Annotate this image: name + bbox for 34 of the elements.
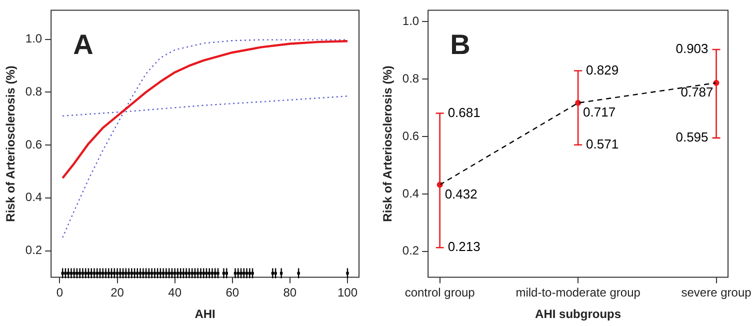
- text: A: [73, 29, 94, 60]
- x-tick-label: mild-to-moderate group: [516, 286, 641, 300]
- data-label: 0.717: [583, 104, 616, 120]
- y-tick-label: 0.4: [402, 186, 420, 200]
- x-tick-label: control group: [404, 286, 476, 300]
- y-tick-label: 0.4: [25, 190, 42, 204]
- annotation: 0.595: [676, 130, 708, 145]
- annotation: 0.213: [448, 239, 480, 254]
- annotation: 0.681: [448, 104, 480, 120]
- x-tick-label: 80: [283, 286, 297, 300]
- data-label: 0.432: [444, 186, 478, 202]
- x-axis-title: AHI: [194, 307, 216, 322]
- x-tick-label: severe group: [681, 286, 752, 300]
- text: B: [450, 29, 470, 60]
- y-tick-label: 1.0: [402, 14, 420, 28]
- y-axis-title: Risk of Arteriosclerosis (%): [380, 66, 395, 222]
- y-tick-label: 1.0: [25, 32, 42, 46]
- x-axis-title: AHI subgroups: [535, 307, 622, 322]
- x-tick-label: 60: [226, 286, 240, 300]
- data-label: 0.787: [680, 84, 714, 100]
- y-tick-label: 0.6: [25, 137, 42, 152]
- y-tick-label: 0.8: [25, 84, 42, 98]
- y-tick-label: 0.2: [25, 243, 42, 258]
- x-tick-label: 0: [56, 286, 64, 300]
- annotation: 0.571: [586, 136, 619, 152]
- x-tick-label: 40: [168, 286, 182, 300]
- x-tick-label: 100: [337, 286, 358, 300]
- annotation: 0.829: [586, 62, 619, 78]
- y-tick-label: 0.8: [402, 71, 420, 86]
- y-tick-label: 0.2: [402, 244, 420, 258]
- x-tick-label: 20: [110, 286, 124, 300]
- y-tick-label: 0.6: [402, 128, 420, 143]
- annotation: 0.903: [676, 41, 708, 56]
- y-axis-title: Risk of Arteriosclerosis (%): [4, 66, 18, 222]
